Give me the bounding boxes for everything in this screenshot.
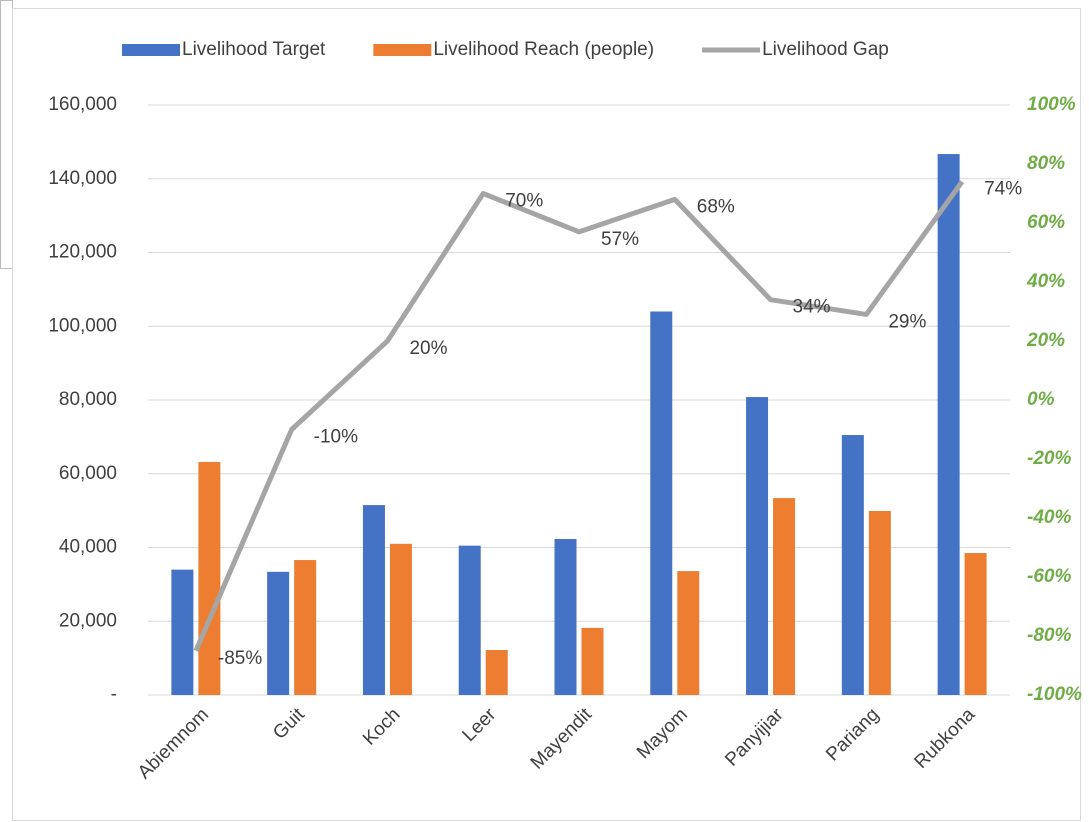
y-tick-label: 20,000 [59, 610, 117, 631]
bar [458, 545, 481, 695]
data-label: -10% [314, 427, 358, 448]
y-tick-label: 80,000 [59, 389, 117, 410]
legend-label: Livelihood Gap [762, 39, 889, 60]
y2-tick-label: 0% [1027, 389, 1055, 410]
y2-tick-label: 80% [1027, 153, 1065, 174]
data-label: 68% [697, 196, 735, 217]
data-label: 34% [793, 297, 831, 318]
legend-label: Livelihood Reach (people) [433, 39, 654, 60]
bar [267, 571, 290, 695]
bar [773, 498, 796, 695]
y2-tick-label: -60% [1027, 566, 1071, 587]
data-label: 70% [505, 191, 543, 212]
data-label: 74% [984, 179, 1022, 200]
side-panel [0, 0, 13, 269]
y-tick-label: 40,000 [59, 537, 117, 558]
bar [677, 571, 700, 695]
bar [868, 510, 891, 695]
y2-tick-label: -40% [1027, 507, 1071, 528]
bar [841, 435, 864, 695]
bar [964, 553, 987, 695]
y-tick-label: 100,000 [48, 315, 117, 336]
y-tick-label: 160,000 [48, 94, 117, 115]
data-label: -85% [218, 648, 262, 669]
data-label: 57% [601, 229, 639, 250]
legend-label: Livelihood Target [182, 39, 326, 60]
bar [581, 627, 604, 695]
y-tick-label: 60,000 [59, 463, 117, 484]
bar [294, 560, 317, 695]
legend-swatch [122, 44, 180, 56]
bar [937, 154, 960, 695]
y2-tick-label: 20% [1026, 330, 1065, 351]
bar [485, 650, 508, 695]
y2-tick-label: -100% [1027, 684, 1082, 705]
y-tick-label: 140,000 [48, 168, 117, 189]
y-tick-label: - [111, 684, 117, 705]
chart-area [12, 8, 1081, 821]
bar [389, 543, 412, 695]
y2-tick-label: 40% [1026, 271, 1065, 292]
y2-tick-label: 60% [1027, 212, 1065, 233]
bar [362, 505, 385, 695]
bar [171, 569, 194, 695]
y2-tick-label: 100% [1027, 94, 1076, 115]
y2-tick-label: -80% [1027, 625, 1071, 646]
legend-swatch [373, 44, 432, 56]
y-tick-label: 120,000 [48, 242, 117, 263]
bar [746, 397, 769, 695]
data-label: 20% [409, 338, 447, 359]
y2-tick-label: -20% [1027, 448, 1071, 469]
gap-line [193, 180, 965, 652]
bar [554, 539, 577, 695]
bar [650, 311, 673, 695]
data-label: 29% [888, 311, 926, 332]
